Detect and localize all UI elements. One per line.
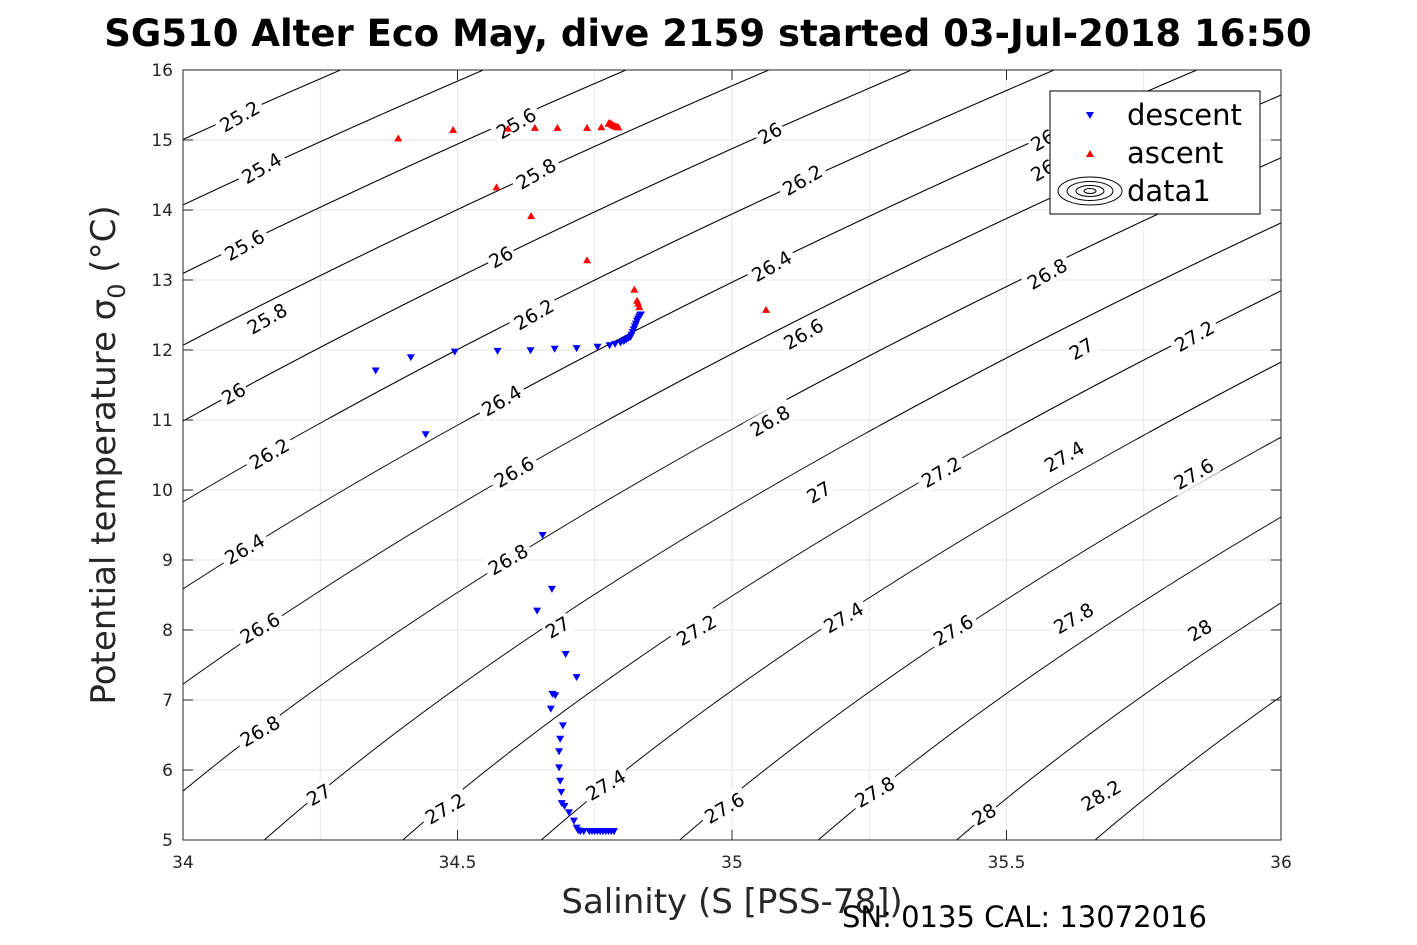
- y-axis-label-unit: (°C): [84, 205, 124, 272]
- descent-point: [609, 828, 618, 836]
- legend-descent-marker: [1086, 112, 1094, 119]
- descent-point: [561, 651, 570, 658]
- x-tick-label: 36: [1270, 853, 1292, 873]
- ascent-point: [394, 134, 403, 142]
- y-tick-label: 12: [151, 341, 173, 361]
- descent-point: [406, 354, 415, 362]
- y-tick-label: 14: [151, 201, 173, 221]
- ascent-point: [583, 123, 592, 131]
- x-axis-label: Salinity (S [PSS-78]): [561, 882, 902, 922]
- descent-point: [555, 748, 564, 756]
- contour-line: [183, 70, 1197, 590]
- y-tick-label: 10: [151, 481, 173, 501]
- y-tick-label: 7: [162, 691, 173, 711]
- descent-point: [572, 674, 581, 682]
- contour-line: [679, 436, 1281, 840]
- descent-point: [605, 342, 614, 350]
- y-axis-label-main: Potential temperature σ: [84, 299, 124, 705]
- contour-line: [956, 602, 1281, 840]
- calibration-footer: SN: 0135 CAL: 13072016: [842, 900, 1207, 934]
- x-tick-label: 35: [721, 853, 743, 873]
- descent-point: [526, 347, 535, 355]
- descent-point: [546, 705, 555, 713]
- y-tick-label: 6: [162, 761, 173, 781]
- descent-point: [579, 828, 588, 836]
- ascent-point: [449, 126, 458, 133]
- legend-ascent-label: ascent: [1127, 136, 1223, 170]
- descent-point: [547, 585, 556, 593]
- contour-line: [1094, 695, 1281, 840]
- legend-contour-icon: [1057, 176, 1123, 206]
- legend: descent ascent data1: [1049, 90, 1261, 215]
- descent-point: [593, 343, 602, 351]
- contour-line: [263, 222, 1281, 840]
- descent-point: [564, 809, 573, 817]
- y-tick-label: 9: [162, 551, 173, 571]
- x-tick-label: 34.5: [439, 853, 477, 873]
- ascent-point: [492, 183, 501, 191]
- ascent-point: [635, 303, 644, 311]
- series-ascent: [394, 119, 771, 313]
- contour-line: [540, 361, 1281, 840]
- legend-descent-label: descent: [1127, 98, 1242, 132]
- descent-point: [611, 340, 620, 348]
- descent-point: [569, 817, 578, 825]
- y-tick-label: 5: [162, 831, 173, 851]
- y-tick-label: 16: [151, 61, 173, 81]
- legend-box: [1049, 90, 1261, 215]
- descent-point: [556, 777, 565, 785]
- y-axis-label-subscript: 0: [103, 283, 131, 298]
- descent-point: [555, 764, 564, 772]
- legend-data1-label: data1: [1127, 174, 1211, 208]
- y-tick-label: 11: [151, 411, 173, 431]
- ascent-point: [614, 123, 623, 131]
- descent-point: [538, 532, 547, 539]
- ascent-point: [527, 212, 536, 220]
- descent-point: [493, 347, 502, 355]
- descent-point: [557, 788, 566, 796]
- descent-point: [371, 367, 380, 375]
- y-tick-label: 13: [151, 271, 173, 291]
- descent-point: [421, 431, 430, 439]
- contour-line: [183, 70, 769, 346]
- ascent-point: [553, 123, 562, 131]
- ascent-point: [762, 305, 771, 313]
- descent-point: [450, 348, 459, 356]
- data-series: [371, 119, 771, 836]
- contour-line: [183, 70, 341, 140]
- x-tick-label: 34: [172, 853, 194, 873]
- descent-point: [550, 345, 559, 353]
- descent-point: [558, 722, 567, 730]
- descent-point: [533, 607, 542, 615]
- descent-point: [572, 345, 581, 353]
- ascent-point: [504, 124, 513, 132]
- y-axis-label: Potential temperature σ0 (°C): [84, 205, 131, 704]
- descent-point: [551, 692, 560, 700]
- contour-line: [817, 516, 1281, 840]
- descent-point: [636, 311, 645, 319]
- ascent-point: [583, 256, 592, 264]
- descent-point: [556, 735, 565, 743]
- ascent-point: [630, 285, 639, 293]
- chart-title: SG510 Alter Eco May, dive 2159 started 0…: [104, 12, 1312, 55]
- legend-ascent-marker: [1086, 150, 1094, 157]
- y-tick-label: 15: [151, 131, 173, 151]
- axis-ticks: 34 34.5 35 35.5 36 5 6 7 8 9 10 11 12 13 14 15 16: [151, 61, 1291, 873]
- ascent-point: [597, 123, 606, 131]
- descent-point: [560, 802, 569, 810]
- svg-text:Potential temperature σ0 (°C): Potential temperature σ0 (°C): [84, 205, 131, 704]
- contour-line: [183, 70, 912, 422]
- series-descent: [371, 311, 645, 836]
- ascent-point: [530, 123, 539, 131]
- x-tick-label: 35.5: [988, 853, 1026, 873]
- y-tick-label: 8: [162, 621, 173, 641]
